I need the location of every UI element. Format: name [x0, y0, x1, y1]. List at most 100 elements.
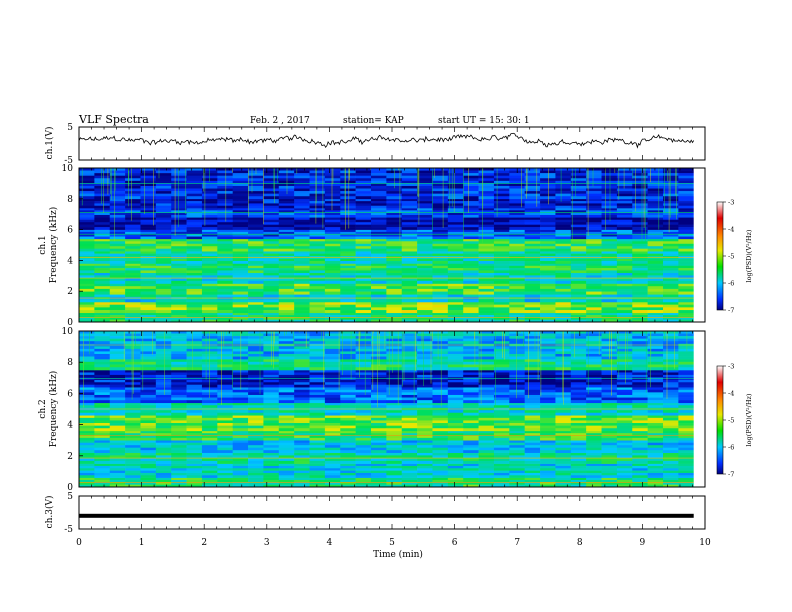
spectrogram-cell: [109, 180, 126, 184]
spectrogram-cell: [678, 317, 695, 320]
spectrogram-cell: [109, 389, 126, 393]
spectrogram-cell: [355, 348, 372, 352]
spectrogram-cell: [294, 370, 310, 373]
spectrogram-cell: [263, 364, 280, 368]
spectrogram-cell: [540, 241, 556, 245]
spectrogram-cell: [447, 307, 464, 311]
spectrogram-cell: [493, 268, 510, 271]
spectrogram-cell: [432, 265, 449, 269]
spectrogram-cell: [616, 217, 633, 221]
spectrogram-cell: [309, 191, 326, 194]
spectrogram-cell: [555, 263, 572, 267]
spectrogram-cell: [493, 272, 510, 276]
spectrogram-cell: [586, 241, 602, 245]
spectrogram-cell: [278, 236, 295, 240]
spectrogram-cell: [201, 286, 218, 290]
spectrogram-cell: [232, 299, 249, 303]
spectrogram-cell: [371, 484, 387, 487]
spectrogram-cell: [79, 294, 95, 298]
spectrogram-cell: [278, 475, 295, 478]
spectrogram-cell: [447, 397, 464, 401]
spectrogram-cell: [678, 193, 695, 197]
spectrogram-cell: [355, 364, 372, 368]
spectrogram-cell: [555, 299, 572, 303]
spectrogram-cell: [432, 402, 449, 406]
spectrogram-cell: [678, 180, 695, 184]
spectrogram-cell: [371, 447, 387, 451]
spectrogram-cell: [125, 278, 141, 282]
spectrogram-cell: [493, 238, 510, 242]
spectrogram-cell: [401, 484, 418, 487]
spectrogram-cell: [663, 348, 679, 352]
spectrogram-cell: [248, 336, 264, 339]
spectrogram-cell: [509, 458, 525, 462]
spectrogram-cell: [632, 372, 648, 376]
spectrogram-cell: [493, 243, 510, 247]
spectrogram-cell: [248, 219, 264, 223]
spectrogram-cell: [463, 359, 479, 363]
spectrogram-cell: [632, 222, 648, 225]
spectrogram-cell: [586, 258, 602, 262]
spectrogram-cell: [140, 374, 157, 378]
spectrogram-cell: [524, 173, 541, 176]
spectrogram-cell: [493, 447, 510, 451]
spectrogram-cell: [386, 455, 403, 459]
spectrogram-cell: [647, 484, 664, 487]
spectrogram-cell: [509, 214, 525, 218]
spectrogram-cell: [493, 477, 510, 481]
spectrogram-cell: [201, 219, 218, 223]
spectrogram-cell: [355, 201, 372, 204]
spectrogram-cell: [570, 379, 587, 383]
spectrogram-cell: [555, 435, 572, 439]
spectrogram-cell: [140, 445, 157, 448]
spectrogram-cell: [447, 351, 464, 355]
spectrogram-cell: [401, 312, 418, 316]
spectrogram-cell: [324, 470, 341, 474]
spectrogram-cell: [570, 392, 587, 396]
spectrogram-cell: [509, 433, 525, 436]
spectrogram-cell: [294, 214, 310, 218]
spectrogram-cell: [493, 234, 510, 237]
spectrogram-cell: [278, 280, 295, 284]
spectrogram-cell: [632, 412, 648, 416]
spectrogram-cell: [570, 341, 587, 345]
spectrogram-cell: [601, 263, 618, 267]
spectrogram-cell: [401, 301, 418, 305]
spectrogram-cell: [647, 214, 664, 218]
spectrogram-cell: [171, 475, 187, 478]
spectrogram-cell: [140, 423, 157, 426]
spectrogram-cell: [186, 253, 203, 257]
spectrogram-cell: [540, 359, 556, 363]
spectrogram-cell: [355, 193, 372, 197]
spectrogram-cell: [79, 268, 95, 271]
spectrogram-cell: [570, 440, 587, 443]
spectrogram-cell: [601, 437, 618, 441]
spectrogram-cell: [278, 203, 295, 207]
spectrogram-cell: [570, 229, 587, 233]
spectrogram-cell: [371, 188, 387, 192]
spectrogram-cell: [248, 180, 264, 184]
spectrogram-cell: [248, 248, 264, 252]
spectrogram-cell: [94, 261, 111, 264]
spectrogram-cell: [401, 231, 418, 235]
spectrogram-cell: [340, 231, 356, 235]
spectrogram-cell: [447, 217, 464, 221]
spectrogram-cell: [447, 278, 464, 282]
spectrogram-cell: [140, 231, 157, 235]
spectrogram-cell: [125, 188, 141, 192]
spectrogram-cell: [524, 310, 541, 314]
spectrogram-cell: [248, 263, 264, 267]
spectrogram-cell: [186, 203, 203, 207]
spectrogram-cell: [463, 389, 479, 393]
spectrogram-cell: [232, 193, 249, 197]
spectrogram-cell: [355, 423, 372, 426]
spectrogram-cell: [140, 193, 157, 197]
spectrogram-cell: [294, 173, 310, 176]
spectrogram-cell: [524, 420, 541, 424]
spectrogram-cell: [324, 379, 341, 383]
spectrogram-cell: [616, 455, 633, 459]
spectrogram-cell: [493, 397, 510, 401]
spectrogram-cell: [555, 423, 572, 426]
spectrogram-cell: [340, 379, 356, 383]
spectrogram-cell: [217, 405, 233, 409]
